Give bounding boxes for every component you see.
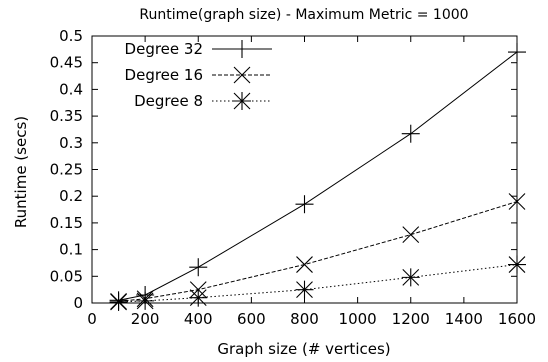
cross-marker-b [233, 66, 251, 84]
legend-marker [233, 66, 251, 84]
legend-item: Degree 16 [125, 66, 272, 84]
data-point [189, 288, 208, 307]
y-tick-label: 0.1 [59, 241, 83, 259]
y-tick-label: 0 [73, 294, 83, 312]
cross-marker-b [508, 193, 526, 210]
asterisk-marker-b [233, 92, 251, 110]
legend-marker [233, 40, 251, 58]
data-point [136, 291, 155, 310]
y-tick-label: 0.3 [59, 134, 83, 152]
y-tick-label: 0.4 [59, 80, 83, 98]
asterisk-marker-b [508, 256, 526, 273]
cross-marker-b [402, 226, 420, 244]
asterisk-marker-b [296, 281, 313, 299]
series-line [118, 51, 518, 301]
data-point [189, 258, 208, 277]
data-point [401, 268, 420, 287]
x-tick-label: 800 [290, 310, 319, 328]
y-tick-label: 0.45 [50, 54, 83, 72]
legend-label: Degree 16 [125, 66, 203, 84]
series-1 [110, 193, 526, 310]
legend-label: Degree 8 [134, 92, 203, 110]
data-point [401, 124, 420, 143]
legend-item: Degree 32 [125, 40, 272, 58]
x-tick-label: 1200 [392, 310, 430, 328]
y-tick-label: 0.35 [50, 107, 83, 125]
data-point [109, 292, 128, 311]
series-layer [109, 43, 526, 311]
asterisk-marker-b [402, 268, 420, 286]
data-point [295, 280, 314, 299]
series-line [118, 201, 518, 302]
data-point [508, 255, 526, 274]
data-point [402, 226, 420, 244]
x-tick-label: 1600 [498, 310, 536, 328]
series-line [118, 264, 518, 303]
x-tick-label: 400 [184, 310, 213, 328]
legend-label: Degree 32 [125, 40, 203, 58]
data-point [508, 43, 526, 62]
x-axis-title: Graph size (# vertices) [217, 340, 390, 358]
x-tick-label: 600 [237, 310, 266, 328]
asterisk-marker-b [110, 293, 127, 311]
y-tick-label: 0.2 [59, 187, 83, 205]
y-axis-title: Runtime (secs) [12, 116, 30, 228]
legend-marker [233, 92, 251, 110]
y-tick-label: 0.25 [50, 161, 83, 179]
data-point [296, 256, 313, 273]
x-tick-label: 200 [131, 310, 160, 328]
x-tick-label: 1400 [445, 310, 483, 328]
y-tick-label: 0.15 [50, 214, 83, 232]
series-2 [109, 255, 526, 311]
legend: Degree 32 Degree 16 Degree 8 [125, 40, 272, 110]
asterisk-marker-b [189, 289, 207, 307]
cross-marker-b [296, 256, 313, 273]
y-tick-label: 0.5 [59, 27, 83, 45]
ticks-layer: 0 200 400 600 800 1000 1200 1400 1600 0 0.05 0.1 0.1… [50, 27, 537, 328]
data-point [508, 193, 526, 210]
data-point [295, 195, 314, 214]
asterisk-marker-b [136, 292, 154, 310]
x-tick-label: 0 [87, 310, 97, 328]
chart-title: Runtime(graph size) - Maximum Metric = 1… [139, 7, 468, 23]
y-tick-label: 0.05 [50, 267, 83, 285]
x-tick-label: 1000 [339, 310, 377, 328]
legend-item: Degree 8 [134, 92, 272, 110]
